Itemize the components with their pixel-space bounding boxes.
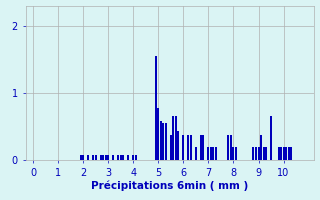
Bar [120, 155, 122, 160]
Bar [290, 147, 292, 160]
Bar [228, 135, 229, 160]
Bar [132, 155, 134, 160]
Bar [210, 147, 212, 160]
Bar [162, 123, 164, 160]
Bar [265, 147, 267, 160]
Bar [280, 147, 282, 160]
Bar [212, 147, 214, 160]
Bar [203, 135, 204, 160]
Bar [100, 155, 102, 160]
Bar [235, 147, 237, 160]
Bar [92, 155, 94, 160]
Bar [80, 155, 82, 160]
Bar [172, 116, 174, 160]
Bar [117, 155, 119, 160]
Bar [262, 147, 265, 160]
Bar [105, 155, 107, 160]
Bar [170, 135, 172, 160]
Bar [82, 155, 84, 160]
Bar [182, 135, 184, 160]
Bar [87, 155, 89, 160]
Bar [270, 116, 272, 160]
Bar [190, 135, 192, 160]
Bar [160, 121, 162, 160]
Bar [215, 147, 217, 160]
Bar [135, 155, 137, 160]
Bar [285, 147, 287, 160]
Bar [195, 147, 197, 160]
Bar [188, 135, 189, 160]
Bar [255, 147, 257, 160]
Bar [157, 108, 159, 160]
Bar [277, 147, 280, 160]
Bar [177, 131, 180, 160]
Bar [102, 155, 104, 160]
Bar [200, 135, 202, 160]
Bar [260, 135, 262, 160]
Bar [155, 56, 157, 160]
X-axis label: Précipitations 6min ( mm ): Précipitations 6min ( mm ) [91, 180, 248, 191]
Bar [107, 155, 109, 160]
Bar [165, 123, 167, 160]
Bar [230, 135, 232, 160]
Bar [258, 147, 260, 160]
Bar [95, 155, 97, 160]
Bar [127, 155, 129, 160]
Bar [175, 116, 177, 160]
Bar [122, 155, 124, 160]
Bar [232, 147, 235, 160]
Bar [207, 147, 209, 160]
Bar [112, 155, 114, 160]
Bar [283, 147, 284, 160]
Bar [288, 147, 290, 160]
Bar [252, 147, 254, 160]
